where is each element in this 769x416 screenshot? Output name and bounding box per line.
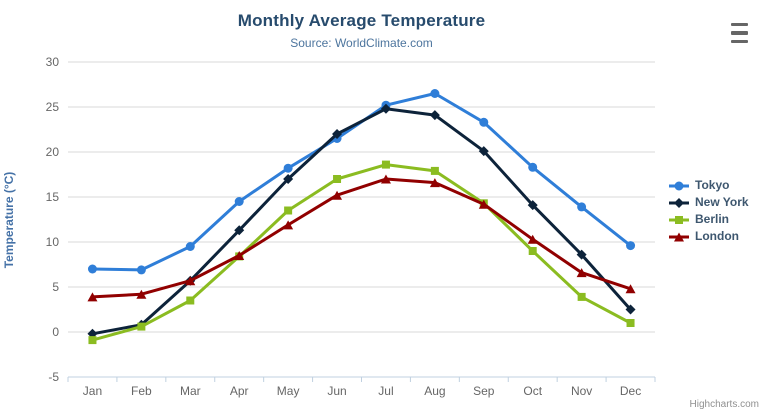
x-axis-label: May (277, 384, 300, 398)
credits-link[interactable]: Highcharts.com (689, 399, 759, 410)
x-axis-label: Sep (473, 384, 495, 398)
square-marker (430, 166, 439, 175)
square-marker (333, 175, 342, 183)
square-icon (668, 213, 690, 225)
triangle-marker (429, 178, 440, 188)
circle-marker (283, 163, 293, 173)
legend-label: New York (695, 194, 749, 209)
chart-title: Monthly Average Temperature (237, 11, 486, 30)
circle-marker (185, 242, 195, 251)
legend-item-london[interactable]: London (668, 227, 749, 244)
square-marker (137, 322, 146, 331)
circle-marker (577, 202, 587, 212)
y-axis-label: -5 (48, 370, 59, 384)
x-axis-label: Apr (230, 384, 249, 398)
y-axis-title: Temperature (°C) (2, 171, 16, 269)
legend-label: Berlin (695, 211, 730, 226)
circle-marker (479, 117, 489, 127)
series-line-new-york[interactable] (91, 107, 632, 336)
circle-marker (234, 197, 244, 206)
y-axis-label: 5 (52, 280, 59, 294)
diamond-marker (527, 200, 538, 211)
diamond-marker (478, 146, 489, 157)
triangle-marker (283, 220, 294, 230)
triangle-marker (380, 174, 391, 184)
y-axis-label: 10 (46, 235, 60, 249)
series-line-berlin[interactable] (91, 163, 632, 342)
legend-item-berlin[interactable]: Berlin (668, 210, 749, 227)
series-line-london[interactable] (91, 177, 632, 299)
legend-label: Tokyo (695, 177, 730, 192)
legend: Tokyo New York Berlin London (668, 176, 749, 244)
square-marker (626, 319, 635, 327)
triangle-marker (625, 284, 636, 294)
x-axis-label: Oct (523, 384, 542, 398)
square-marker (88, 336, 97, 345)
triangle-marker (674, 232, 684, 241)
diamond-marker (380, 103, 391, 114)
diamond-marker (625, 304, 636, 315)
square-marker (528, 247, 537, 255)
diamond-marker (429, 110, 440, 121)
triangle-marker (234, 251, 245, 260)
square-marker (284, 206, 293, 215)
square-marker (186, 296, 195, 305)
y-axis-label: 25 (46, 100, 60, 114)
triangle-marker (527, 234, 538, 244)
triangle-icon (668, 230, 690, 242)
x-axis-label: Aug (424, 384, 445, 398)
x-axis-label: Nov (571, 384, 592, 398)
triangle-marker (185, 276, 196, 286)
circle-icon (668, 179, 690, 191)
x-axis-label: Jan (83, 384, 102, 398)
legend-item-tokyo[interactable]: Tokyo (668, 176, 749, 193)
triangle-marker (87, 292, 98, 302)
circle-marker (136, 265, 146, 275)
square-marker (381, 160, 390, 169)
y-axis-label: 30 (46, 55, 60, 69)
circle-marker (528, 162, 538, 172)
diamond-marker (332, 129, 343, 139)
legend-item-new-york[interactable]: New York (668, 193, 749, 210)
y-axis-label: 0 (52, 325, 59, 339)
x-axis-label: Jun (327, 384, 346, 398)
triangle-marker (478, 199, 489, 209)
x-axis-label: Mar (180, 384, 201, 398)
export-menu-button[interactable] (729, 20, 755, 46)
y-axis-label: 20 (46, 145, 60, 159)
square-marker (577, 292, 586, 301)
triangle-marker (136, 289, 147, 299)
x-axis-label: Feb (131, 384, 152, 398)
diamond-icon (668, 196, 690, 208)
circle-marker (626, 241, 636, 251)
chart-subtitle: Source: WorldClimate.com (290, 36, 433, 50)
square-marker (675, 215, 683, 224)
triangle-marker (332, 190, 343, 200)
x-axis-label: Dec (620, 384, 641, 398)
x-axis-label: Jul (378, 384, 393, 398)
circle-marker (674, 181, 684, 190)
legend-label: London (695, 228, 739, 243)
triangle-marker (576, 268, 587, 278)
y-axis-label: 15 (46, 190, 60, 204)
diamond-marker (283, 174, 294, 184)
diamond-marker (576, 249, 587, 260)
circle-marker (87, 264, 97, 274)
diamond-marker (234, 225, 245, 236)
diamond-marker (674, 197, 684, 208)
circle-marker (430, 89, 440, 98)
